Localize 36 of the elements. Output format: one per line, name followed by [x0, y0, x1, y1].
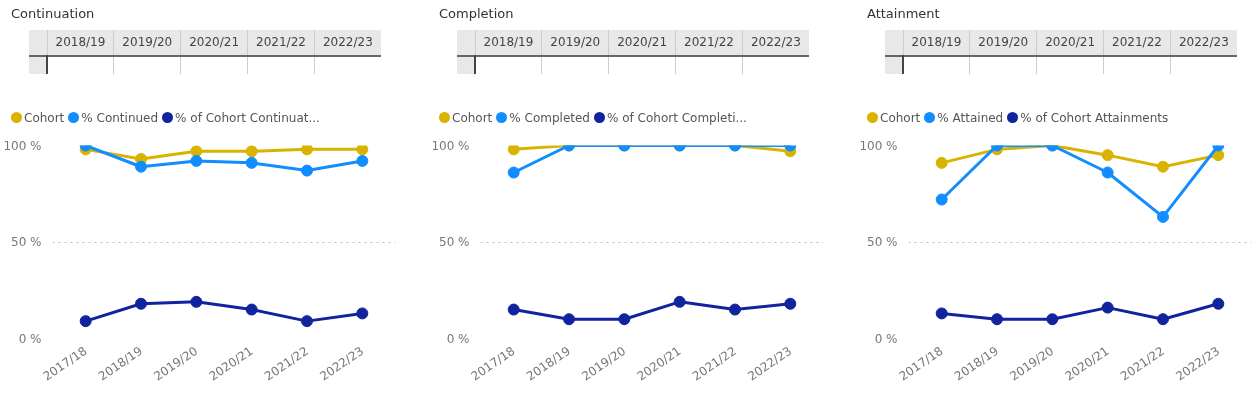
y-tick-label: 50 % [439, 235, 470, 249]
text: 2019/20 [969, 29, 1037, 56]
legend-label: Cohort [879, 111, 921, 125]
text: 2018/19 [475, 29, 542, 56]
text: 2022/23 [314, 29, 381, 56]
chart-title: Continuation [11, 5, 96, 23]
y-tick-label: 0 % [18, 331, 42, 346]
text: 2022/23 [742, 29, 809, 56]
legend-label: % of Cohort Continuat... [174, 111, 320, 125]
y-tick-label: 50 % [11, 235, 42, 249]
legend-label: % Attained [936, 111, 1004, 125]
y-tick-label: 0 % [874, 331, 898, 346]
y-tick-label: 100 % [859, 138, 898, 153]
text: 2019/20 [541, 29, 609, 56]
legend-label: Cohort [23, 111, 65, 125]
legend-label: Cohort [451, 111, 493, 125]
y-tick-label: 0 % [446, 331, 470, 346]
y-tick-label: 50 % [867, 235, 898, 249]
text: 2020/21 [608, 29, 676, 56]
legend-label: % of Cohort Completi... [606, 111, 747, 125]
text: 2021/22 [1103, 29, 1171, 56]
text: 2022/23 [1170, 29, 1237, 56]
chart-title: Completion [439, 5, 515, 23]
text: 2021/22 [247, 29, 315, 56]
legend-label: % Completed [508, 111, 590, 125]
text: 2018/19 [903, 29, 970, 56]
chart-title: Attainment [867, 5, 941, 23]
legend-label: % of Cohort Attainments [1019, 111, 1169, 125]
text: 2020/21 [180, 29, 248, 56]
text: 2020/21 [1036, 29, 1104, 56]
text: 2021/22 [675, 29, 743, 56]
legend-label: % Continued [80, 111, 159, 125]
text: 2018/19 [47, 29, 114, 56]
y-tick-label: 100 % [3, 138, 42, 153]
text: 2019/20 [113, 29, 181, 56]
y-tick-label: 100 % [431, 138, 470, 153]
